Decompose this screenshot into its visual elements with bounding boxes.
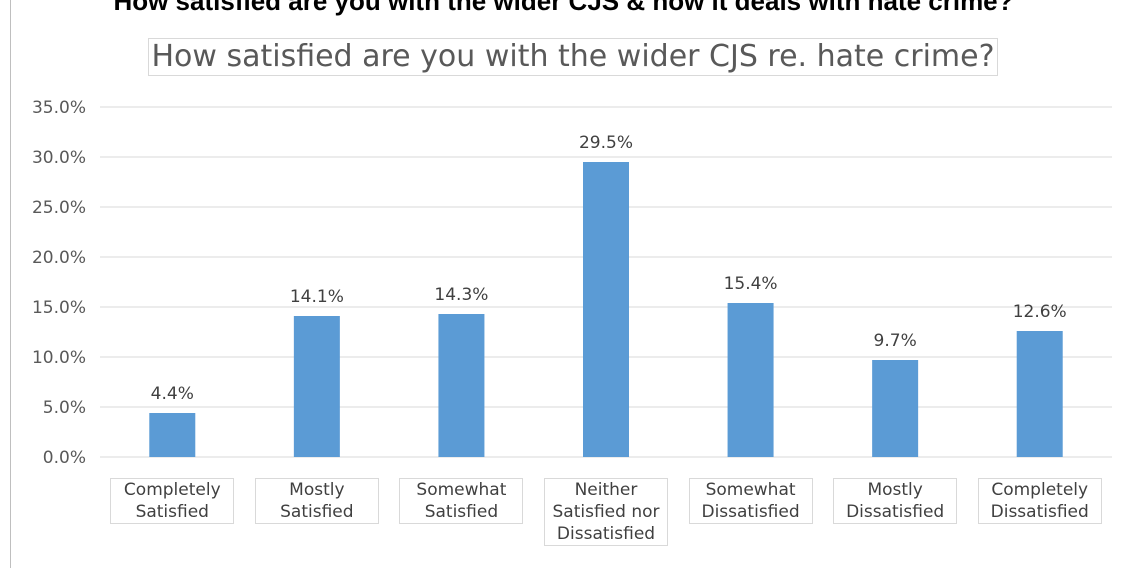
bar	[872, 360, 919, 457]
category-label: Completely Satisfied	[110, 478, 235, 524]
bar	[293, 316, 340, 457]
category-label: Mostly Satisfied	[254, 478, 379, 524]
category-label: Mostly Dissatisfied	[833, 478, 958, 524]
data-label: 14.3%	[434, 285, 488, 305]
left-border	[10, 0, 11, 568]
data-label: 29.5%	[579, 133, 633, 153]
data-label: 9.7%	[874, 331, 917, 351]
bar	[727, 303, 774, 457]
y-tick-label: 0.0%	[43, 448, 86, 468]
y-tick-label: 25.0%	[32, 198, 86, 218]
bars	[149, 162, 1063, 457]
chart-title: How satisfied are you with the wider CJS…	[148, 38, 998, 76]
data-labels: 4.4% 14.1% 14.3% 29.5% 15.4% 9.7% 12.6%	[151, 133, 1067, 404]
y-tick-label: 5.0%	[43, 398, 86, 418]
y-tick-label: 35.0%	[32, 98, 86, 118]
data-label: 4.4%	[151, 384, 194, 404]
bar	[438, 314, 485, 457]
category-label: Neither Satisfied nor Dissatisfied	[544, 478, 668, 546]
bar	[149, 413, 196, 457]
data-label: 15.4%	[724, 274, 778, 294]
category-label: Somewhat Dissatisfied	[688, 478, 813, 524]
y-tick-label: 15.0%	[32, 298, 86, 318]
category-label: Somewhat Satisfied	[399, 478, 524, 524]
category-label: Completely Dissatisfied	[977, 478, 1102, 524]
bar	[583, 162, 629, 457]
y-tick-label: 20.0%	[32, 248, 86, 268]
page-heading: How satisfied are you with the wider CJS…	[113, 0, 1014, 16]
data-label: 14.1%	[290, 287, 344, 307]
data-label: 12.6%	[1013, 302, 1067, 322]
y-axis-ticks: 0.0% 5.0% 10.0% 15.0% 20.0% 25.0% 30.0% 35.0%	[32, 98, 86, 468]
y-tick-label: 10.0%	[32, 348, 86, 368]
y-tick-label: 30.0%	[32, 148, 86, 168]
bar	[1016, 331, 1063, 457]
